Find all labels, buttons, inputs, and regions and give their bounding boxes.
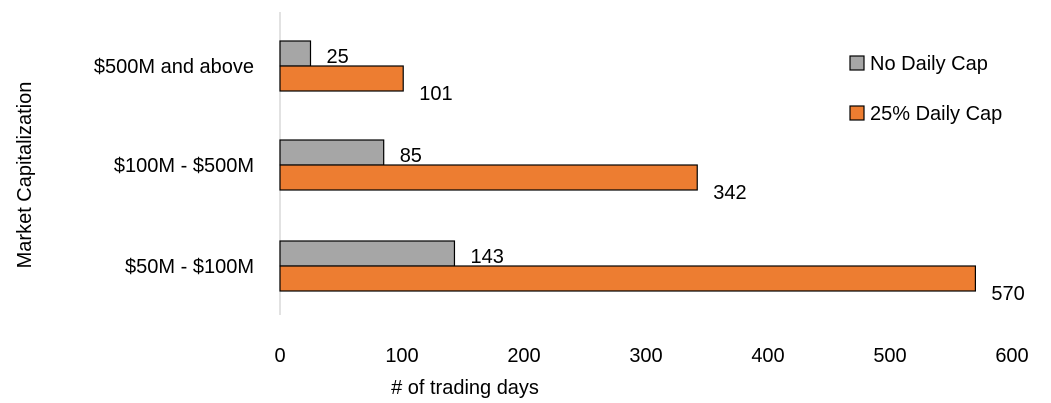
data-label: 570 xyxy=(991,283,1024,305)
y-axis-title: Market Capitalization xyxy=(14,82,36,269)
bar-daily-cap-25 xyxy=(279,65,404,92)
data-label: 85 xyxy=(400,145,422,167)
legend: No Daily Cap 25% Daily Cap xyxy=(849,53,1002,125)
legend-swatch xyxy=(849,105,865,121)
plot-area: 0 100 200 300 400 500 600 $50M - $100M $100M - $… xyxy=(94,12,1029,367)
legend-label: 25% Daily Cap xyxy=(870,103,1002,125)
data-label: 25 xyxy=(327,46,349,68)
x-tick-label: 300 xyxy=(629,345,662,367)
x-tick-label: 100 xyxy=(385,345,418,367)
legend-swatch xyxy=(849,55,865,71)
legend-label: No Daily Cap xyxy=(870,53,988,75)
x-tick-label: 500 xyxy=(873,345,906,367)
x-tick-label: 0 xyxy=(274,345,285,367)
category-label: $100M - $500M xyxy=(114,155,254,177)
data-label: 342 xyxy=(713,182,746,204)
x-tick-label: 200 xyxy=(507,345,540,367)
bar-daily-cap-25 xyxy=(279,265,977,292)
data-label: 101 xyxy=(419,83,452,105)
bar-daily-cap-25 xyxy=(279,164,698,191)
bar-no-daily-cap xyxy=(279,40,312,67)
category-label: $500M and above xyxy=(94,56,254,78)
data-label: 143 xyxy=(470,246,503,268)
bar-no-daily-cap xyxy=(279,240,456,267)
category-label: $50M - $100M xyxy=(125,256,254,278)
x-axis-title: # of trading days xyxy=(391,377,539,399)
x-tick-label: 600 xyxy=(995,345,1028,367)
x-tick-label: 400 xyxy=(751,345,784,367)
bar-no-daily-cap xyxy=(279,139,385,166)
